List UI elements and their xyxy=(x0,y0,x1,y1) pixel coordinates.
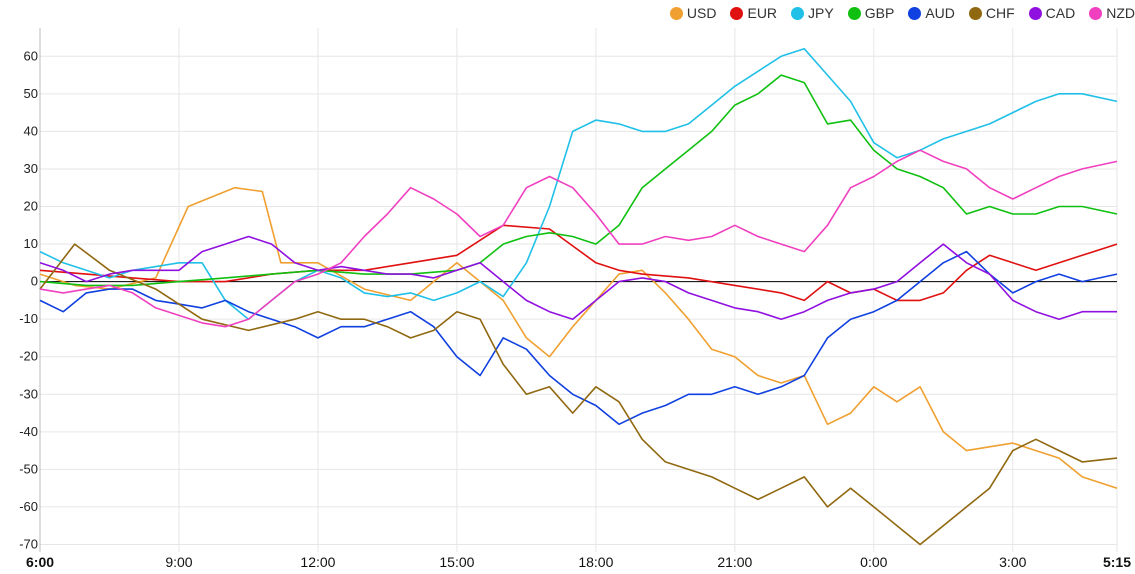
y-tick-label: -10 xyxy=(19,311,38,326)
y-tick-label: 40 xyxy=(24,123,38,138)
y-tick-label: -70 xyxy=(19,536,38,551)
series-line-aud xyxy=(39,250,1118,426)
y-tick-label: 20 xyxy=(24,199,38,214)
series-line-usd xyxy=(39,186,1118,489)
x-tick-label: 6:00 xyxy=(26,554,54,570)
legend-label: GBP xyxy=(864,5,895,21)
legend-label: CAD xyxy=(1045,5,1076,21)
legend-item-usd[interactable]: USD xyxy=(669,5,717,21)
y-tick-label: 60 xyxy=(24,48,38,63)
series-line-jpy xyxy=(39,48,1118,320)
x-tick-label: 18:00 xyxy=(578,554,613,570)
legend-item-aud[interactable]: AUD xyxy=(908,5,955,21)
legend-swatch xyxy=(669,6,683,20)
y-tick-label: 0 xyxy=(31,274,38,289)
legend: USD EUR JPY GBP AUD CHF CAD NZD xyxy=(669,5,1135,21)
legend-item-gbp[interactable]: GBP xyxy=(847,5,895,21)
x-axis: 6:00 9:00 12:00 15:00 18:00 21:00 0:00 3:00 5:15 xyxy=(26,554,1131,570)
x-tick-label: 12:00 xyxy=(300,554,335,570)
legend-item-eur[interactable]: EUR xyxy=(730,5,777,21)
legend-swatch xyxy=(908,6,922,20)
y-tick-label: 50 xyxy=(24,86,38,101)
y-tick-label: -30 xyxy=(19,386,38,401)
legend-item-chf[interactable]: CHF xyxy=(968,5,1015,21)
legend-swatch xyxy=(847,6,861,20)
series-line-nzd xyxy=(39,149,1118,328)
y-tick-label: -50 xyxy=(19,461,38,476)
series-line-cad xyxy=(39,235,1117,320)
y-axis: 60 50 40 30 20 10 0 -10 -20 -30 -40 -50 -60 -70 xyxy=(19,28,1117,552)
legend-label: EUR xyxy=(747,5,778,21)
x-tick-label: 0:00 xyxy=(860,554,887,570)
legend-item-nzd[interactable]: NZD xyxy=(1089,5,1135,21)
legend-item-jpy[interactable]: JPY xyxy=(791,5,834,21)
legend-label: USD xyxy=(686,5,717,21)
x-tick-label: 15:00 xyxy=(439,554,474,570)
y-tick-label: 10 xyxy=(24,236,38,251)
legend-swatch xyxy=(1089,6,1103,20)
legend-swatch xyxy=(968,6,982,20)
x-tick-label: 21:00 xyxy=(717,554,752,570)
grid-lines xyxy=(39,28,1118,552)
x-tick-label: 3:00 xyxy=(999,554,1026,570)
y-tick-label: 30 xyxy=(24,161,38,176)
series-line-chf xyxy=(39,243,1118,546)
y-tick-label: -60 xyxy=(19,499,38,514)
y-tick-label: -40 xyxy=(19,424,38,439)
legend-label: CHF xyxy=(985,5,1015,21)
legend-label: NZD xyxy=(1106,5,1135,21)
x-tick-label: 9:00 xyxy=(165,554,192,570)
legend-swatch xyxy=(1028,6,1042,20)
legend-label: JPY xyxy=(808,5,834,21)
series-lines xyxy=(39,48,1118,546)
legend-label: AUD xyxy=(925,5,955,21)
legend-swatch xyxy=(791,6,805,20)
legend-swatch xyxy=(730,6,744,20)
legend-item-cad[interactable]: CAD xyxy=(1028,5,1076,21)
x-tick-label: 5:15 xyxy=(1103,554,1131,570)
y-tick-label: -20 xyxy=(19,349,38,364)
